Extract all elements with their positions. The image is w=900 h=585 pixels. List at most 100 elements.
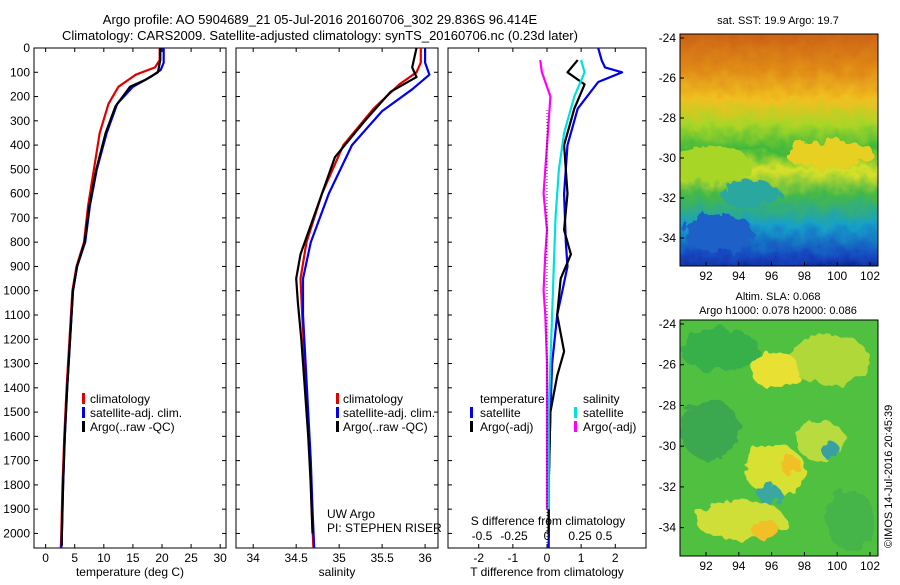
s-tick-label: 0.5	[596, 529, 613, 543]
map-y-label: -24	[659, 31, 677, 45]
depth-tick-label: 1200	[3, 332, 30, 346]
legend-swatch-argo	[82, 421, 85, 432]
depth-tick-label: 1300	[3, 357, 30, 371]
series-line	[299, 48, 422, 549]
depth-tick-label: 1900	[3, 502, 30, 516]
map-y-label: -32	[659, 480, 677, 494]
s-difference-ticks: -0.5 -0.25 0 0.25 0.5	[472, 529, 613, 543]
s-tick-label: -0.25	[500, 529, 528, 543]
series-line	[60, 48, 165, 549]
x-tick-label: 5	[71, 551, 78, 565]
map-y-label: -28	[659, 111, 677, 125]
map-y-label: -34	[659, 231, 677, 245]
legend-swatch-argo-t	[470, 421, 473, 432]
x-tick-label: 15	[126, 551, 140, 565]
depth-tick-label: 1100	[4, 308, 30, 322]
salinity-series	[295, 47, 431, 549]
depth-tick-label: 600	[10, 187, 30, 201]
map-x-label: 100	[827, 559, 847, 573]
map-x-label: 102	[860, 269, 880, 283]
legend-title-salinity: salinity	[583, 392, 620, 406]
salinity-axis-label: salinity	[319, 565, 356, 579]
temperature-panel-frame	[33, 47, 227, 549]
sst-map-axes: -24 -26 -28 -30 -32 -34 92 94 96 98 100 102	[659, 31, 881, 283]
s-difference-axis-label: S difference from climatology	[471, 514, 626, 528]
credits-line2: PI: STEPHEN RISER	[327, 521, 442, 535]
x-tick-label: 25	[184, 551, 198, 565]
legend-label-climatology: climatology	[90, 392, 150, 406]
legend-swatch-satellite	[336, 407, 339, 418]
map-x-label: 94	[732, 559, 746, 573]
x-tick-label: 30	[214, 551, 228, 565]
map-x-label: 98	[798, 559, 812, 573]
x-tick-label: 20	[155, 551, 169, 565]
depth-tick-label: 0	[23, 41, 30, 55]
depth-tick-label: 1700	[3, 454, 30, 468]
map-x-label: 96	[765, 559, 779, 573]
map-y-label: -26	[659, 71, 677, 85]
map-x-label: 94	[732, 269, 746, 283]
map-y-label: -34	[659, 521, 677, 535]
map-y-label: -30	[659, 151, 677, 165]
depth-tick-label: 1600	[3, 429, 30, 443]
series-line	[547, 59, 586, 534]
s-tick-label: 0	[544, 529, 551, 543]
series-line	[301, 48, 431, 549]
depth-tick-label: 1400	[3, 381, 30, 395]
depth-axis: 0 100 200 300 400 500 600 700 800 900 1000 1100 1200…	[3, 41, 646, 540]
sla-map-frame	[679, 319, 879, 557]
map-x-label: 92	[699, 269, 713, 283]
salinity-panel-frame	[235, 47, 439, 549]
depth-tick-label: 1000	[3, 284, 30, 298]
legend-label-argo: Argo(..raw -QC)	[343, 420, 428, 434]
sst-map-frame	[679, 33, 879, 267]
x-tick-label: 2	[612, 551, 619, 565]
x-tick-label: -2	[473, 551, 484, 565]
x-tick-label: 1	[578, 551, 585, 565]
temperature-axis-label: temperature (deg C)	[76, 565, 184, 579]
map-x-label: 96	[765, 269, 779, 283]
legend-label-satellite: satellite-adj. clim.	[90, 406, 182, 420]
depth-tick-label: 2000	[3, 526, 30, 540]
map-y-label: -30	[659, 439, 677, 453]
legend-label-satellite-s: satellite	[583, 406, 624, 420]
legend-label-argo-s: Argo(-adj)	[583, 420, 636, 434]
legend-swatch-climatology	[82, 393, 85, 404]
imos-watermark: ©IMOS 14-Jul-2016 20:45:39	[883, 405, 895, 548]
sst-map-title: sat. SST: 19.9 Argo: 19.7	[717, 15, 839, 27]
difference-legend: temperature salinity satellite Argo(-adj…	[470, 392, 636, 434]
legend-swatch-satellite-t	[470, 407, 473, 418]
depth-tick-label: 500	[10, 162, 30, 176]
x-axis-ticks: 0 5 10 15 20 25 30 34 34.5 35 35.5 36 -2 -1 0 1 2	[42, 48, 619, 565]
legend-swatch-argo	[336, 421, 339, 432]
map-x-label: 98	[798, 269, 812, 283]
x-tick-label: -1	[508, 551, 519, 565]
depth-tick-label: 400	[10, 138, 30, 152]
series-line	[60, 48, 162, 546]
depth-tick-label: 200	[10, 90, 30, 104]
map-y-label: -32	[659, 191, 677, 205]
x-tick-label: 34	[247, 551, 261, 565]
salinity-legend: climatology satellite-adj. clim. Argo(..…	[336, 392, 435, 434]
map-y-label: -26	[659, 358, 677, 372]
x-tick-label: 0	[42, 551, 49, 565]
s-tick-label: 0.25	[568, 529, 592, 543]
legend-swatch-climatology	[336, 393, 339, 404]
x-tick-label: 35.5	[370, 551, 394, 565]
legend-title-temperature: temperature	[480, 392, 545, 406]
legend-label-satellite: satellite-adj. clim.	[343, 406, 435, 420]
legend-label-satellite-t: satellite	[480, 406, 521, 420]
series-line	[547, 59, 586, 510]
sst-map	[680, 34, 878, 266]
s-tick-label: -0.5	[472, 529, 493, 543]
temperature-legend: climatology satellite-adj. clim. Argo(..…	[82, 392, 182, 434]
sla-map-title1: Altim. SLA: 0.068	[736, 291, 821, 303]
credits-line1: UW Argo	[327, 507, 375, 521]
series-line	[295, 47, 418, 534]
legend-label-climatology: climatology	[343, 392, 403, 406]
depth-tick-label: 700	[10, 211, 30, 225]
x-tick-label: 35	[332, 551, 346, 565]
depth-tick-label: 1800	[3, 478, 30, 492]
x-tick-label: 36	[418, 551, 432, 565]
